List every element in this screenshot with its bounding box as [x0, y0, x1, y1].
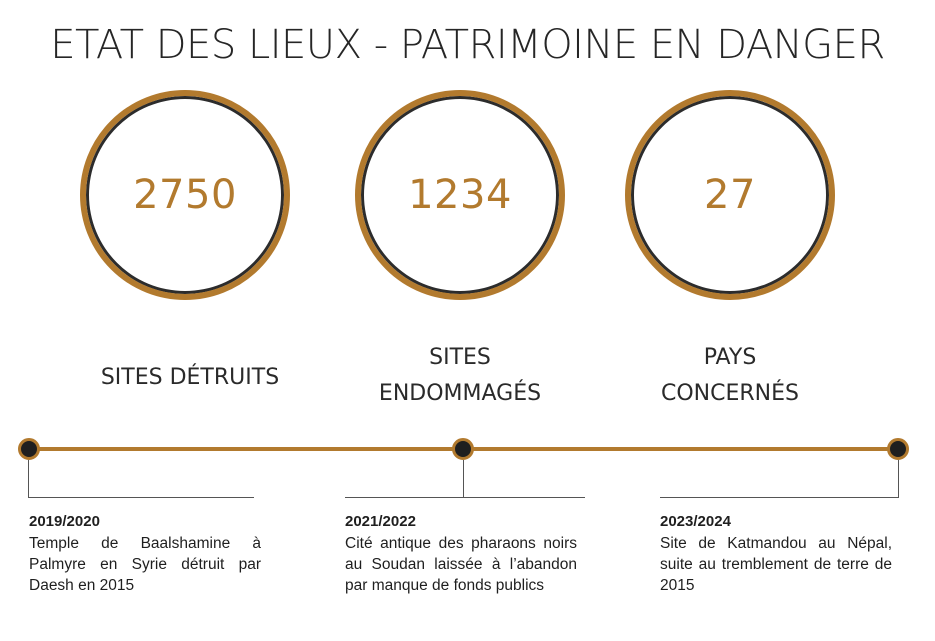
timeline-period-2021: 2021/2022 Cité antique des pharaons noir…	[345, 513, 577, 596]
timeline-dot-start	[18, 438, 40, 460]
connector-2021-vertical	[463, 460, 464, 498]
connector-2019-horizontal	[28, 497, 254, 498]
stat-circle-sites-endommages: 1234	[355, 90, 565, 300]
period-description: Cité antique des pharaons noirs au Souda…	[345, 535, 577, 594]
timeline-period-2019: 2019/2020 Temple de Baalshamine à Palmyr…	[29, 513, 261, 596]
stat-label-sites-endommages: SITES ENDOMMAGÉS	[378, 345, 542, 406]
timeline-dot-middle	[452, 438, 474, 460]
period-year: 2021/2022	[345, 513, 416, 530]
page-title: ETAT DES LIEUX - PATRIMOINE EN DANGER	[50, 22, 885, 68]
connector-2023-horizontal	[660, 497, 898, 498]
connector-2021-horizontal	[345, 497, 585, 498]
connector-2023-vertical	[898, 460, 899, 498]
stat-label-sites-detruits: SITES DÉTRUITS	[100, 365, 280, 390]
stat-value-sites-detruits: 2750	[133, 172, 237, 218]
period-description: Site de Katmandou au Népal, suite au tre…	[660, 535, 892, 594]
period-description: Temple de Baalshamine à Palmyre en Syrie…	[29, 535, 261, 594]
timeline-period-2023: 2023/2024 Site de Katmandou au Népal, su…	[660, 513, 892, 596]
connector-2019-vertical	[28, 460, 29, 498]
stat-circle-pays-concernes: 27	[625, 90, 835, 300]
period-year: 2019/2020	[29, 513, 100, 530]
stat-circle-sites-detruits: 2750	[80, 90, 290, 300]
period-year: 2023/2024	[660, 513, 731, 530]
stat-label-pays-concernes: PAYS CONCERNÉS	[660, 345, 799, 406]
stat-value-pays-concernes: 27	[704, 172, 756, 218]
stat-value-sites-endommages: 1234	[408, 172, 512, 218]
timeline-dot-end	[887, 438, 909, 460]
